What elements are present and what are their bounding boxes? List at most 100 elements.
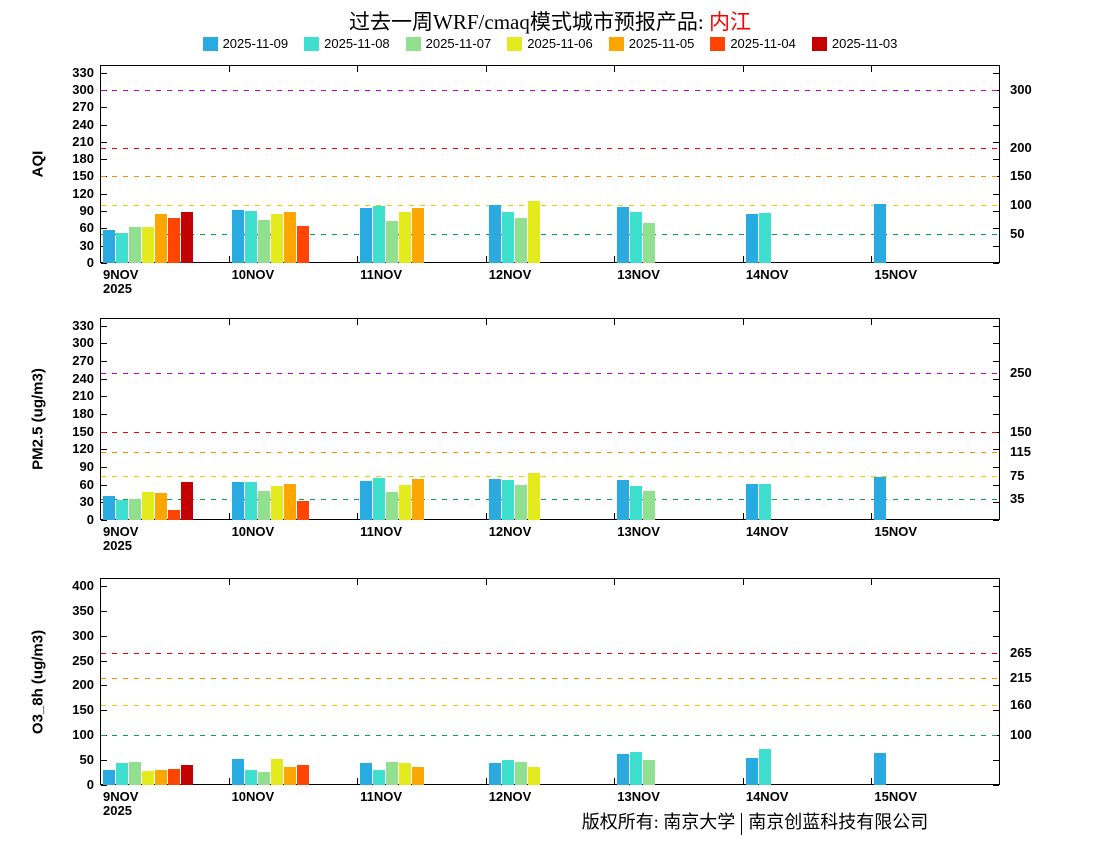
x-tick-label: 10NOV (231, 789, 275, 804)
ref-line-right-label: 115 (1010, 444, 1031, 460)
x-tick-mark (357, 256, 359, 262)
bar-2025-11-04 (296, 765, 309, 785)
bar-2025-11-07 (257, 771, 270, 785)
y-axis-title: AQI (29, 150, 47, 178)
y-tick-mark (101, 124, 107, 126)
bar-2025-11-06 (527, 472, 540, 520)
x-tick-mark (228, 513, 230, 519)
y-tick-mark (101, 263, 107, 264)
ref-line (101, 452, 999, 454)
legend-label: 2025-11-08 (324, 36, 390, 51)
x-tick-mark (357, 778, 359, 784)
x-tick-label: 12NOV (488, 524, 532, 539)
bar-2025-11-07 (514, 484, 527, 520)
copyright-left: 版权所有: 南京大学 (581, 812, 736, 832)
x-tick-label: 11NOV (360, 524, 403, 539)
x-tick-mark (614, 579, 616, 585)
y-tick-mark (101, 635, 107, 637)
ref-line-right-label: 100 (1010, 727, 1032, 743)
y-tick-mark (993, 467, 999, 469)
bar-2025-11-05 (412, 478, 425, 520)
x-tick-label: 13NOV (617, 789, 660, 804)
bar-2025-11-08 (501, 212, 514, 263)
x-tick-mark (871, 778, 873, 784)
y-tick-mark (993, 325, 999, 327)
bar-2025-11-07 (257, 219, 270, 263)
x-tick-mark (871, 579, 873, 585)
y-tick-mark (993, 685, 999, 687)
y-tick-mark (993, 396, 999, 398)
x-tick-label: 10NOV (231, 524, 275, 539)
y-tick-mark (101, 141, 107, 143)
x-tick-mark (614, 256, 616, 262)
bar-2025-11-08 (630, 751, 643, 785)
y-tick-mark (101, 378, 107, 380)
y-tick-mark (993, 124, 999, 126)
ref-line-right-label: 100 (1010, 197, 1032, 213)
y-tick-mark (101, 710, 107, 712)
bar-2025-11-09 (231, 759, 244, 785)
bar-2025-11-09 (874, 752, 887, 785)
y-tick-mark (101, 107, 107, 109)
bar-2025-11-07 (386, 221, 399, 263)
bar-2025-11-05 (412, 766, 425, 785)
x-tick-label: 12NOV (488, 267, 532, 282)
ref-line-right-label: 75 (1010, 467, 1025, 483)
y-tick-label: 330 (72, 64, 94, 80)
bar-2025-11-03 (181, 481, 193, 520)
bar-2025-11-04 (168, 769, 180, 785)
bar-2025-11-07 (643, 760, 656, 785)
x-tick-mark (871, 319, 873, 325)
y-tick-label: 30 (79, 237, 94, 253)
ref-line (101, 475, 999, 477)
legend-item: 2025-11-03 (811, 36, 897, 51)
y-tick-mark (101, 343, 107, 345)
x-tick-mark (871, 66, 873, 72)
bar-2025-11-09 (745, 757, 758, 785)
legend-item: 2025-11-06 (507, 36, 593, 51)
bar-2025-11-09 (103, 496, 115, 520)
y-tick-mark (993, 343, 999, 345)
y-tick-mark (993, 245, 999, 247)
bar-2025-11-06 (527, 200, 540, 263)
y-tick-label: 90 (79, 203, 94, 219)
legend-label: 2025-11-05 (628, 36, 695, 51)
bar-2025-11-09 (488, 762, 501, 785)
x-tick-label: 11NOV (360, 789, 403, 804)
x-tick-label: 15NOV (874, 267, 918, 282)
x-tick-mark (614, 319, 616, 325)
bar-2025-11-06 (142, 226, 154, 263)
legend-swatch (202, 36, 218, 51)
bar-2025-11-06 (270, 486, 283, 520)
x-tick-mark (742, 319, 744, 325)
bar-2025-11-06 (399, 212, 412, 263)
y-tick-mark (993, 449, 999, 451)
bar-2025-11-07 (386, 491, 399, 520)
ref-line (101, 735, 999, 737)
bar-2025-11-05 (155, 492, 167, 520)
y-tick-mark (101, 585, 107, 587)
x-tick-label: 15NOV (874, 789, 918, 804)
x-tick-mark (485, 778, 487, 784)
ref-line-right-label: 200 (1010, 139, 1032, 155)
ref-line (101, 372, 999, 374)
x-tick-label: 14NOV (745, 524, 789, 539)
y-tick-mark (993, 361, 999, 363)
y-tick-mark (101, 520, 107, 521)
y-tick-label: 180 (72, 151, 94, 167)
y-tick-mark (993, 159, 999, 161)
y-tick-mark (993, 263, 999, 264)
legend-swatch (405, 36, 421, 51)
bar-2025-11-08 (116, 233, 128, 263)
x-tick-mark (357, 319, 359, 325)
y-tick-mark (993, 635, 999, 637)
y-tick-mark (101, 467, 107, 469)
x-tick-mark (357, 579, 359, 585)
y-tick-mark (993, 760, 999, 762)
bar-2025-11-09 (617, 207, 630, 263)
y-tick-mark (101, 484, 107, 486)
legend-item: 2025-11-07 (405, 36, 491, 51)
bar-2025-11-08 (630, 485, 643, 520)
legend-item: 2025-11-04 (710, 36, 796, 51)
y-tick-label: 240 (72, 370, 94, 386)
